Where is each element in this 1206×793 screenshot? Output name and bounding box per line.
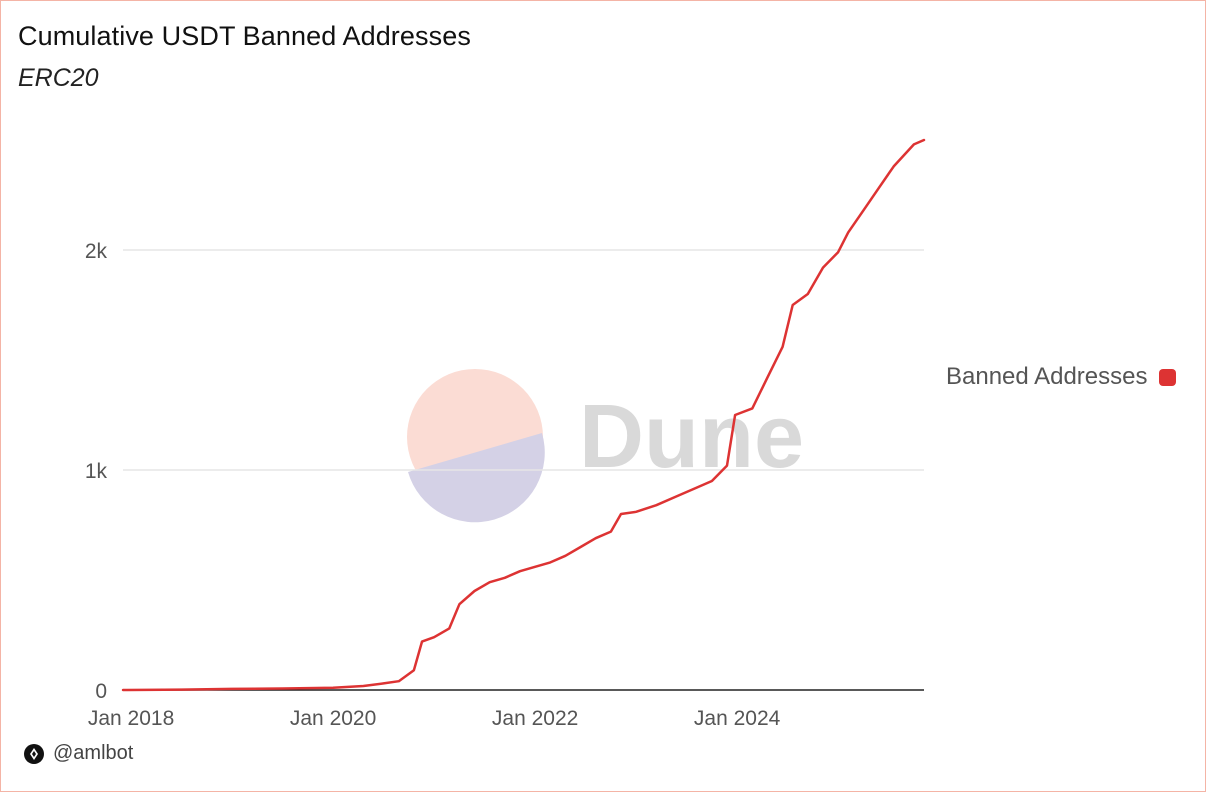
- series-line-banned-addresses[interactable]: [121, 138, 926, 692]
- grid-lines: [123, 249, 924, 471]
- y-tick-label: 1k: [85, 460, 108, 483]
- x-tick-label: Jan 2020: [290, 707, 376, 730]
- chart-subtitle: ERC20: [18, 64, 99, 92]
- x-axis-ticks: Jan 2018 Jan 2020 Jan 2022 Jan 2024: [88, 707, 781, 730]
- footer: @amlbot: [23, 742, 133, 765]
- y-tick-label: 2k: [85, 240, 108, 263]
- x-tick-label: Jan 2022: [492, 707, 578, 730]
- dune-watermark: Dune: [407, 369, 804, 523]
- legend-swatch: [1159, 368, 1176, 386]
- x-tick-label: Jan 2018: [88, 707, 174, 730]
- legend[interactable]: Banned Addresses: [946, 362, 1176, 392]
- legend-label: Banned Addresses: [946, 363, 1148, 390]
- chart-title: Cumulative USDT Banned Addresses: [18, 21, 471, 51]
- series-group: [121, 138, 926, 692]
- x-tick-label: Jan 2024: [694, 707, 781, 730]
- dune-watermark-text: Dune: [579, 387, 804, 487]
- footer-handle: @amlbot: [53, 742, 134, 764]
- dune-logo-icon: [24, 743, 44, 764]
- dune-watermark-logo-icon: [407, 369, 545, 523]
- y-tick-label: 0: [95, 680, 107, 703]
- y-axis-ticks: 0 1k 2k: [85, 240, 108, 703]
